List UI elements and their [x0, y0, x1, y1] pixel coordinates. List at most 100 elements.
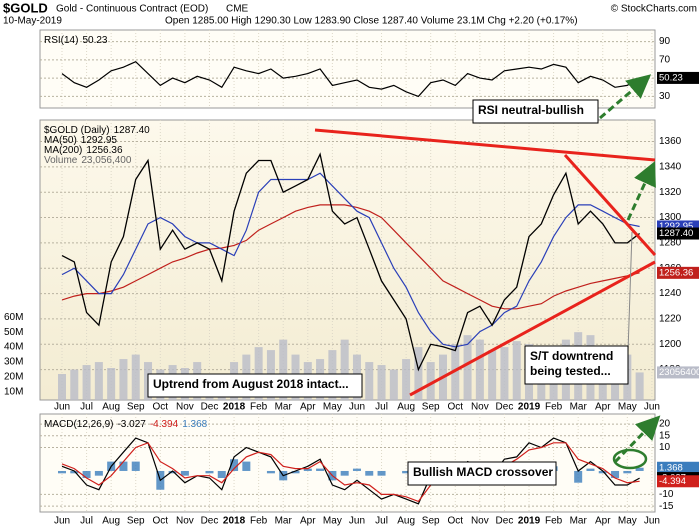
y-tick-label: -15: [659, 501, 674, 512]
trendline: [409, 260, 656, 397]
exchange: CME: [226, 4, 249, 15]
bar: [58, 374, 66, 400]
legend: MA(200) 1256.36: [44, 145, 123, 156]
x-tick-label: 2018: [223, 516, 246, 527]
bar: [82, 470, 91, 479]
y-tick-label: 1280: [659, 238, 682, 249]
bar: [402, 359, 411, 400]
y2-tick-label: 20M: [4, 372, 23, 383]
y-tick-label: 20: [659, 419, 671, 430]
x-tick-label: Apr: [300, 516, 316, 527]
x-tick-label: Dec: [201, 516, 219, 527]
y-tick-label: 10: [659, 442, 671, 453]
x-tick-label: Feb: [250, 402, 268, 413]
bar: [574, 470, 583, 483]
highlight: [612, 448, 648, 470]
bar: [352, 468, 361, 471]
labels: $GOLD Gold - Continuous Contract (EOD) C…: [3, 0, 700, 526]
date: 10-May-2019: [3, 16, 62, 27]
x-tick-label: Jun: [644, 402, 660, 413]
x-tick-label: Oct: [447, 516, 463, 527]
x-tick-label: Feb: [250, 516, 268, 527]
x-tick-label: Oct: [153, 402, 169, 413]
x-tick-label: May: [323, 402, 342, 413]
legend-name: Volume: [44, 155, 78, 166]
legend: MA(50) 1292.95: [44, 135, 117, 146]
x-tick-label: Oct: [153, 516, 169, 527]
value-box-label: 1287.40: [659, 228, 693, 239]
bar: [512, 341, 521, 400]
bar: [180, 470, 189, 476]
bar: [94, 362, 103, 400]
annotation-box: [407, 461, 557, 486]
x-tick-label: May: [618, 402, 637, 413]
bar: [58, 470, 66, 474]
arrow: [626, 161, 656, 221]
bar: [623, 470, 632, 474]
legend-name: MACD(12,26,9): [44, 419, 113, 430]
bar: [402, 470, 411, 474]
overlay: RSI neutral-bullish Uptrend from August 2…: [147, 74, 661, 486]
y2-tick-label: 40M: [4, 342, 23, 353]
legend: $GOLD (Daily) 1287.40: [44, 125, 150, 136]
legend: MACD(12,26,9) -3.027 -4.394 1.368: [44, 419, 208, 430]
bar: [266, 470, 275, 474]
legend-name: MA(200): [44, 145, 82, 156]
y-tick-label: 1240: [659, 288, 682, 299]
bar: [205, 470, 214, 474]
value-box: [657, 366, 699, 379]
trendline: [563, 153, 657, 257]
x-tick-label: Jul: [80, 516, 93, 527]
bar: [598, 470, 607, 474]
x-tick-label: Jul: [80, 402, 93, 413]
bar: [365, 362, 374, 400]
y-tick-label: 15: [659, 430, 671, 441]
annotation: S/T downtrend: [530, 349, 613, 363]
series-line: [61, 442, 640, 503]
x-tick-label: Dec: [496, 402, 514, 413]
legend-value: 1287.40: [114, 125, 151, 136]
bar: [131, 354, 140, 400]
series-line: [61, 172, 640, 348]
x-tick-label: Nov: [176, 516, 194, 527]
legend-name: MA(50): [44, 135, 77, 146]
legend-value: -3.027: [117, 419, 146, 430]
x-tick-label: Aug: [102, 402, 120, 413]
x-tick-label: Oct: [447, 402, 463, 413]
y-tick-label: 30: [659, 91, 671, 102]
bar: [377, 470, 386, 476]
bar: [82, 365, 91, 400]
y2-tick-label: 30M: [4, 357, 23, 368]
value-box: [657, 266, 699, 279]
legend-value: 1.368: [182, 419, 207, 430]
y-tick-label: 1300: [659, 212, 682, 223]
bar: [70, 369, 79, 400]
bar: [230, 459, 239, 471]
symbol: $GOLD: [3, 0, 48, 15]
annotation-box: [472, 99, 599, 124]
bar: [611, 470, 620, 479]
series-line: [61, 204, 640, 310]
value-box-label: -4.394: [659, 476, 686, 487]
x-tick-label: Apr: [300, 402, 316, 413]
x-tick-label: Sep: [422, 516, 440, 527]
x-tick-label: Mar: [570, 516, 588, 527]
description: Gold - Continuous Contract (EOD): [56, 4, 208, 15]
bar: [279, 339, 288, 400]
value-box-label: 23056400: [659, 367, 700, 378]
bar: [377, 365, 386, 400]
pointer: [627, 231, 633, 353]
bar: [414, 347, 423, 400]
x-tick-label: Sep: [127, 516, 145, 527]
bar: [242, 461, 251, 471]
y-tick-label: -10: [659, 489, 674, 500]
legend-value: 23,056,400: [81, 155, 131, 166]
bar: [635, 372, 644, 400]
y-tick-label: 1320: [659, 187, 682, 198]
y2-tick-label: 60M: [4, 312, 23, 323]
y2-tick-label: 10M: [4, 387, 23, 398]
y-tick-label: 1340: [659, 162, 682, 173]
x-tick-label: 2019: [518, 516, 541, 527]
